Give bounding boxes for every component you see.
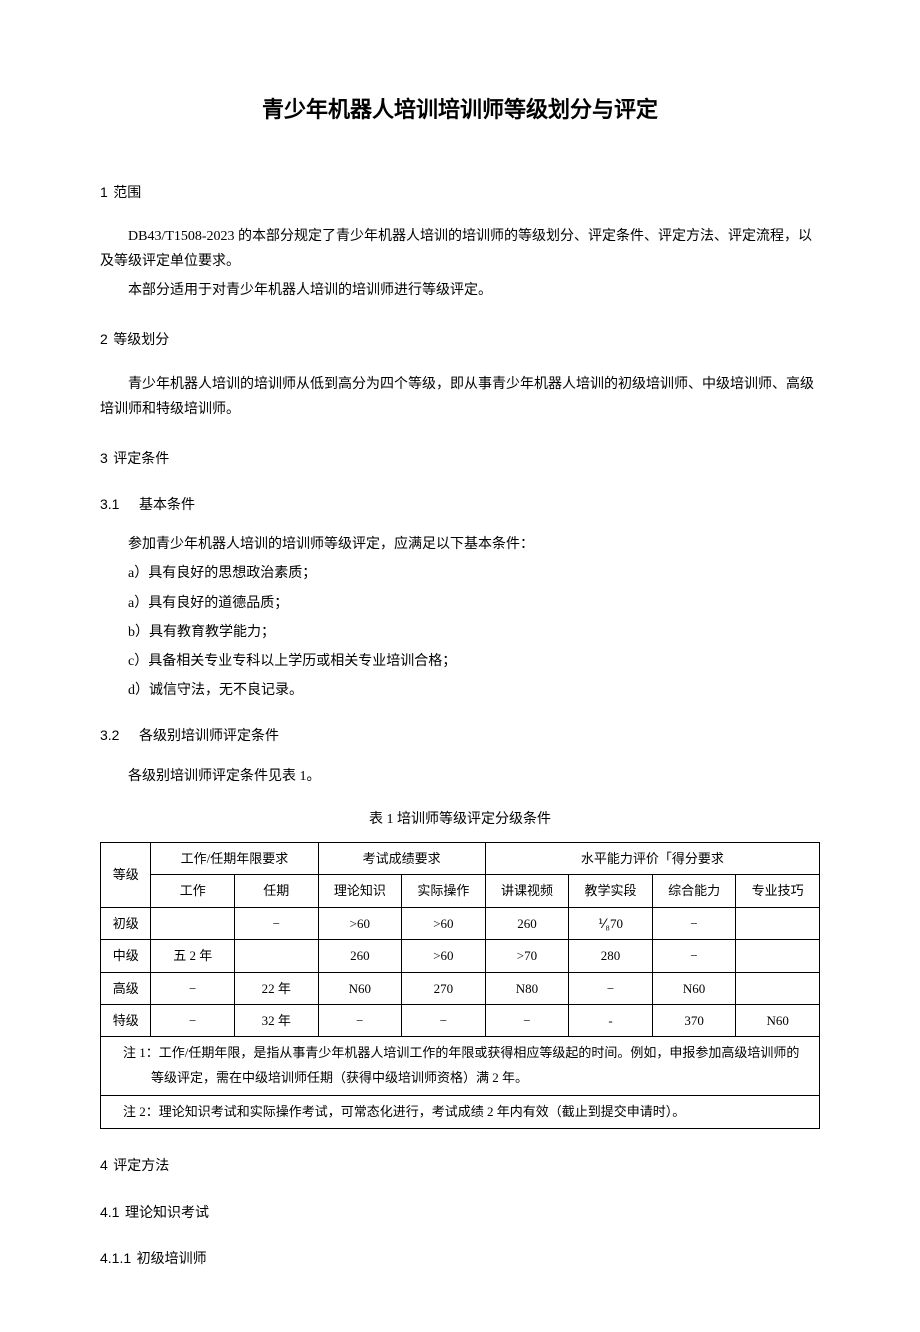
cell: >70 bbox=[485, 940, 569, 972]
table-row: 特级−32 年−−−-370N60 bbox=[101, 1004, 820, 1036]
section-4-1-1-label: 初级培训师 bbox=[137, 1252, 207, 1267]
s31-intro: 参加青少年机器人培训的培训师等级评定，应满足以下基本条件： bbox=[100, 532, 820, 557]
th-col-0: 工作 bbox=[151, 875, 235, 907]
cell-level: 高级 bbox=[101, 972, 151, 1004]
table-row: 中级五 2 年 260>60>70280− bbox=[101, 940, 820, 972]
cell: 32 年 bbox=[234, 1004, 318, 1036]
th-col-2: 理论知识 bbox=[318, 875, 402, 907]
section-3-1-label: 基本条件 bbox=[139, 498, 195, 513]
cell bbox=[234, 940, 318, 972]
s1-p1: DB43/T1508-2023 的本部分规定了青少年机器人培训的培训师的等级划分… bbox=[100, 224, 820, 274]
th-col-1: 任期 bbox=[234, 875, 318, 907]
s32-p1: 各级别培训师评定条件见表 1。 bbox=[100, 764, 820, 789]
cell: ⅟₈70 bbox=[569, 907, 653, 939]
cell: − bbox=[652, 940, 736, 972]
section-4-label: 评定方法 bbox=[113, 1159, 169, 1174]
cell: 270 bbox=[402, 972, 486, 1004]
cell: >60 bbox=[402, 940, 486, 972]
section-1-heading: 1 范围 bbox=[100, 180, 820, 206]
cell: N60 bbox=[318, 972, 402, 1004]
section-4-1-heading: 4.1 理论知识考试 bbox=[100, 1200, 820, 1226]
cell bbox=[151, 907, 235, 939]
section-1-label: 范围 bbox=[113, 186, 141, 201]
s31-item-a1: a）具有良好的思想政治素质； bbox=[100, 561, 820, 586]
table-1-caption: 表 1 培训师等级评定分级条件 bbox=[100, 807, 820, 832]
cell: − bbox=[569, 972, 653, 1004]
s31-item-a2: a）具有良好的道德品质； bbox=[100, 591, 820, 616]
th-col-6: 综合能力 bbox=[652, 875, 736, 907]
s31-item-c: c）具备相关专业专科以上学历或相关专业培训合格； bbox=[100, 649, 820, 674]
section-3-heading: 3 评定条件 bbox=[100, 446, 820, 472]
table-row: 高级−22 年N60270N80−N60 bbox=[101, 972, 820, 1004]
section-2-label: 等级划分 bbox=[113, 333, 169, 348]
cell: − bbox=[402, 1004, 486, 1036]
section-1-num: 1 bbox=[100, 184, 108, 200]
cell: − bbox=[485, 1004, 569, 1036]
section-2-heading: 2 等级划分 bbox=[100, 327, 820, 353]
th-col-5: 教学实段 bbox=[569, 875, 653, 907]
cell-level: 初级 bbox=[101, 907, 151, 939]
cell-level: 特级 bbox=[101, 1004, 151, 1036]
section-4-heading: 4 评定方法 bbox=[100, 1153, 820, 1179]
section-2-num: 2 bbox=[100, 331, 108, 347]
cell: N60 bbox=[736, 1004, 820, 1036]
doc-title: 青少年机器人培训培训师等级划分与评定 bbox=[100, 90, 820, 130]
cell bbox=[736, 940, 820, 972]
cell: − bbox=[151, 972, 235, 1004]
section-4-1-num: 4.1 bbox=[100, 1204, 119, 1220]
cell: >60 bbox=[318, 907, 402, 939]
cell: >60 bbox=[402, 907, 486, 939]
s31-item-b: b）具有教育教学能力； bbox=[100, 620, 820, 645]
section-3-2-heading: 3.2 各级别培训师评定条件 bbox=[100, 723, 820, 749]
s2-p1: 青少年机器人培训的培训师从低到高分为四个等级，即从事青少年机器人培训的初级培训师… bbox=[100, 372, 820, 422]
s1-p2: 本部分适用于对青少年机器人培训的培训师进行等级评定。 bbox=[100, 278, 820, 303]
section-3-1-num: 3.1 bbox=[100, 496, 119, 512]
cell: 260 bbox=[318, 940, 402, 972]
cell: N80 bbox=[485, 972, 569, 1004]
cell: 280 bbox=[569, 940, 653, 972]
section-4-1-1-heading: 4.1.1 初级培训师 bbox=[100, 1246, 820, 1272]
th-col-3: 实际操作 bbox=[402, 875, 486, 907]
section-3-2-num: 3.2 bbox=[100, 727, 119, 743]
s31-item-d: d）诚信守法，无不良记录。 bbox=[100, 678, 820, 703]
table-1: 等级 工作/任期年限要求 考试成绩要求 水平能力评价「得分要求 工作 任期 理论… bbox=[100, 842, 820, 1129]
cell: 22 年 bbox=[234, 972, 318, 1004]
cell bbox=[736, 972, 820, 1004]
th-col-7: 专业技巧 bbox=[736, 875, 820, 907]
cell: − bbox=[234, 907, 318, 939]
th-group-2: 考试成绩要求 bbox=[318, 842, 485, 874]
cell: - bbox=[569, 1004, 653, 1036]
th-level: 等级 bbox=[101, 842, 151, 907]
section-3-1-heading: 3.1 基本条件 bbox=[100, 492, 820, 518]
section-4-num: 4 bbox=[100, 1157, 108, 1173]
cell: 260 bbox=[485, 907, 569, 939]
section-3-num: 3 bbox=[100, 450, 108, 466]
cell: N60 bbox=[652, 972, 736, 1004]
th-group-1: 工作/任期年限要求 bbox=[151, 842, 318, 874]
th-col-4: 讲课视频 bbox=[485, 875, 569, 907]
section-4-1-label: 理论知识考试 bbox=[125, 1206, 209, 1221]
cell: − bbox=[151, 1004, 235, 1036]
section-4-1-1-num: 4.1.1 bbox=[100, 1250, 131, 1266]
cell: 五 2 年 bbox=[151, 940, 235, 972]
table-note-1: 注 1：工作/任期年限，是指从事青少年机器人培训工作的年限或获得相应等级起的时间… bbox=[101, 1037, 820, 1095]
cell-level: 中级 bbox=[101, 940, 151, 972]
cell: 370 bbox=[652, 1004, 736, 1036]
th-group-3: 水平能力评价「得分要求 bbox=[485, 842, 819, 874]
cell bbox=[736, 907, 820, 939]
table-row: 初级−>60>60260⅟₈70− bbox=[101, 907, 820, 939]
cell: − bbox=[652, 907, 736, 939]
section-3-2-label: 各级别培训师评定条件 bbox=[139, 729, 279, 744]
cell: − bbox=[318, 1004, 402, 1036]
section-3-label: 评定条件 bbox=[113, 452, 169, 467]
table-note-2: 注 2：理论知识考试和实际操作考试，可常态化进行，考试成绩 2 年内有效（截止到… bbox=[101, 1095, 820, 1129]
